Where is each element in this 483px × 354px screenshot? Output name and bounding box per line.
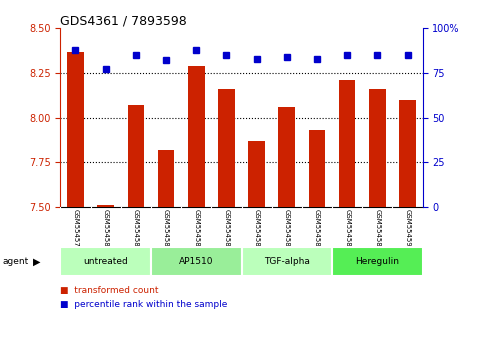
Text: AP1510: AP1510 xyxy=(179,257,213,266)
Bar xyxy=(332,247,423,276)
Text: GDS4361 / 7893598: GDS4361 / 7893598 xyxy=(60,14,187,27)
Text: GSM554582: GSM554582 xyxy=(163,210,169,252)
Bar xyxy=(60,247,151,276)
Bar xyxy=(158,150,174,207)
Bar xyxy=(218,89,235,207)
Bar xyxy=(279,107,295,207)
Bar xyxy=(248,141,265,207)
Bar xyxy=(128,105,144,207)
Bar xyxy=(309,130,325,207)
Bar xyxy=(98,205,114,207)
Bar xyxy=(399,100,416,207)
Text: agent: agent xyxy=(2,257,28,266)
Text: untreated: untreated xyxy=(83,257,128,266)
Bar xyxy=(151,247,242,276)
Bar xyxy=(188,66,204,207)
Text: GSM554583: GSM554583 xyxy=(193,210,199,252)
Text: ■  transformed count: ■ transformed count xyxy=(60,286,159,295)
Text: GSM554588: GSM554588 xyxy=(344,210,350,252)
Text: Heregulin: Heregulin xyxy=(355,257,399,266)
Text: GSM554587: GSM554587 xyxy=(314,210,320,252)
Bar xyxy=(339,80,355,207)
Text: TGF-alpha: TGF-alpha xyxy=(264,257,310,266)
Bar xyxy=(369,89,385,207)
Text: GSM554584: GSM554584 xyxy=(224,210,229,252)
Text: ▶: ▶ xyxy=(33,257,41,267)
Text: GSM554586: GSM554586 xyxy=(284,210,290,252)
Text: GSM554580: GSM554580 xyxy=(103,210,109,252)
Text: GSM554589: GSM554589 xyxy=(374,210,380,252)
Text: GSM554579: GSM554579 xyxy=(72,210,78,252)
Text: GSM554581: GSM554581 xyxy=(133,210,139,252)
Bar xyxy=(67,52,84,207)
Text: GSM554585: GSM554585 xyxy=(254,210,259,252)
Text: GSM554590: GSM554590 xyxy=(405,210,411,252)
Text: ■  percentile rank within the sample: ■ percentile rank within the sample xyxy=(60,299,228,309)
Bar xyxy=(242,247,332,276)
